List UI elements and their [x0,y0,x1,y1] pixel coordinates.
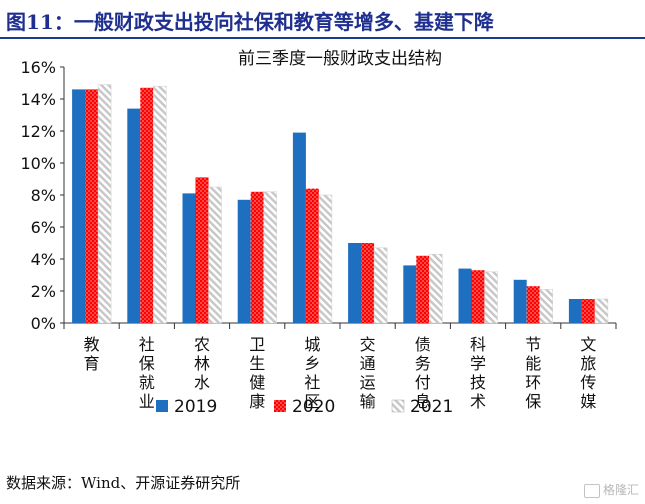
y-tick-label: 8% [31,186,56,205]
x-tick-label-char: 业 [139,392,155,411]
legend-swatch-2020 [274,400,286,412]
chart-title: 前三季度一般财政支出结构 [238,49,442,69]
bar-2020-6 [416,255,430,323]
bar-2021-3 [263,191,277,324]
source-note: 数据来源：Wind、开源证券研究所 [6,474,241,492]
x-tick-label-char: 技 [470,373,486,392]
bar-2020-7 [471,270,485,323]
bar-2020-9 [581,299,595,323]
x-tick-label-char: 传 [580,373,596,392]
x-tick-label-char: 付 [415,373,431,392]
x-tick-label-char: 就 [139,373,155,392]
x-tick-label-char: 区 [304,392,320,411]
bar-2019-3 [237,199,251,323]
bar-2019-8 [513,279,527,323]
x-tick-label-char: 育 [84,354,100,373]
x-tick-label-char: 交 [360,335,376,354]
x-tick-label-char: 学 [470,354,486,373]
bar-2021-4 [318,194,333,324]
legend-swatch-2019 [156,400,168,412]
figure-title: 图11：一般财政支出投向社保和教育等增多、基建下降 [6,10,494,34]
x-tick-label-char: 运 [360,373,376,392]
x-tick-label-char: 旅 [580,354,596,373]
x-tick-label-char: 社 [139,335,155,354]
bar-2020-2 [195,177,209,323]
watermark: 格隆汇 [583,481,639,498]
x-tick-label-char: 保 [525,392,541,411]
legend-label-2021: 2021 [410,397,453,417]
bar-2019-2 [182,193,196,323]
x-tick-label-char: 通 [360,354,376,373]
x-tick-label-char: 卫 [249,335,265,354]
x-tick-label-char: 文 [580,335,596,354]
legend-swatch-2021 [391,399,405,413]
x-tick-label-char: 息 [415,392,431,411]
bar-2021-9 [594,298,609,324]
y-tick-label: 12% [20,122,56,141]
bar-2021-0 [97,84,112,324]
legend-label-2019: 2019 [174,397,217,417]
bar-2021-2 [208,186,222,324]
bar-2019-0 [72,89,86,324]
x-tick-label-char: 生 [249,354,265,373]
bar-2019-1 [127,108,141,323]
bar-2021-1 [153,85,167,324]
bar-2021-5 [373,247,388,324]
bar-2019-9 [568,299,582,323]
bar-chart: 前三季度一般财政支出结构0%2%4%6%8%10%12%14%16%教育社保就业… [20,49,617,417]
watermark-text: 格隆汇 [602,483,639,497]
y-tick-label: 4% [31,250,56,269]
bar-2020-5 [361,243,375,323]
bar-2019-6 [403,265,417,323]
x-tick-label-char: 媒 [580,392,596,411]
bar-2020-8 [526,286,540,323]
x-tick-label-char: 能 [525,354,541,373]
bar-2019-5 [348,243,362,323]
y-tick-label: 0% [31,314,56,333]
bar-2020-4 [305,188,319,323]
chart-area: 前三季度一般财政支出结构 0% 2% 4% 6% 8% 10% 12% 14% 16% 教育社保就业… [0,42,645,452]
bar-2021-8 [539,289,553,324]
title-divider [0,37,645,39]
y-tick-label: 6% [31,218,56,237]
y-tick-label: 2% [31,282,56,301]
x-tick-label-char: 科 [470,335,486,354]
x-tick-label-char: 术 [470,392,486,411]
x-tick-label-char: 输 [360,392,376,411]
bar-2020-3 [250,191,264,323]
figure-header: 图11：一般财政支出投向社保和教育等增多、基建下降 [0,0,645,42]
x-tick-label-char: 康 [249,392,265,411]
x-tick-label-char: 节 [525,335,541,354]
bar-2019-4 [292,132,306,323]
watermark-logo-icon [583,483,600,498]
legend-label-2020: 2020 [292,397,335,417]
x-tick-label-char: 环 [525,373,541,392]
y-tick-label: 16% [20,58,56,77]
x-tick-label-char: 农 [194,335,210,354]
y-tick-label: 14% [20,90,56,109]
x-tick-label-char: 健 [249,373,265,392]
bar-2020-0 [85,89,99,324]
x-tick-label-char: 务 [415,354,431,373]
bar-2019-7 [458,268,472,323]
y-tick-label: 10% [20,154,56,173]
x-tick-label-char: 教 [84,335,100,354]
bar-2020-1 [140,87,154,323]
x-tick-label-char: 城 [304,335,320,354]
x-tick-label-char: 水 [194,373,210,392]
x-tick-label-char: 保 [139,354,155,373]
x-tick-label-char: 乡 [304,354,320,373]
x-tick-label-char: 社 [304,373,320,392]
x-tick-label-char: 债 [415,335,431,354]
bar-2021-7 [484,271,498,324]
x-tick-label-char: 林 [194,354,210,373]
bar-2021-6 [429,253,443,324]
